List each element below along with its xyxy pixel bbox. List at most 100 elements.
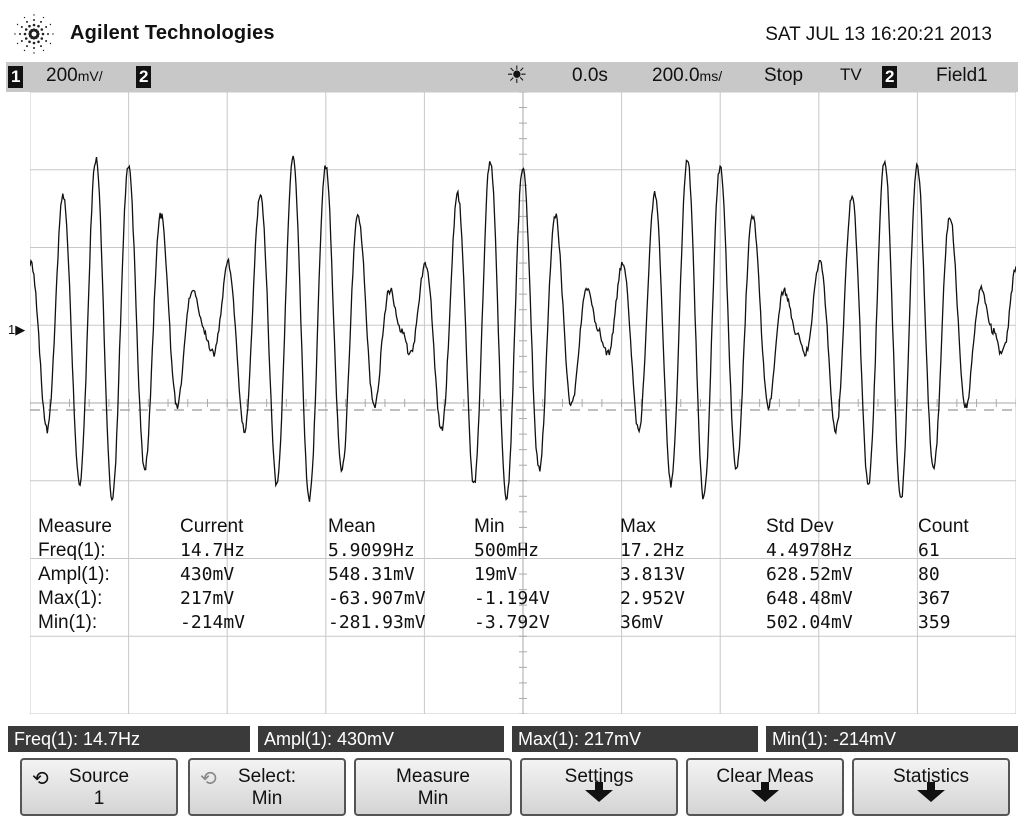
meas-header: Std Dev [766,516,834,538]
logo-dot [37,40,40,43]
softkey-measure[interactable]: Measure Min [354,758,512,816]
readout-min: Min(1): -214mV [766,726,1018,752]
scope-display: Measure Current Mean Min Max Std Dev Count Freq… [30,92,1016,714]
meas-cell: 80 [918,564,940,585]
trigger-field[interactable]: Field1 [936,65,988,87]
logo-dot [36,30,39,33]
rotate-knob-icon: ⟲ [32,768,49,790]
logo-dot [37,25,40,28]
meas-cell: 217mV [180,588,234,609]
softkey-settings[interactable]: Settings [520,758,678,816]
channel2-badge[interactable]: 2 [136,66,151,88]
submenu-arrow-icon [917,790,945,802]
time-delay[interactable]: 0.0s [572,65,608,87]
meas-header: Count [918,516,969,538]
meas-header: Max [620,516,656,538]
softkey-select[interactable]: ⟲ Select: Min [188,758,346,816]
logo-dot [47,33,49,35]
softkey-value: Min [356,788,510,810]
logo-dot [28,25,31,28]
logo-dot [40,28,43,31]
softkey-source[interactable]: ⟲ Source 1 [20,758,178,816]
readout-max: Max(1): 217mV [512,726,758,752]
logo-dot [45,40,47,42]
logo-dot [42,33,45,36]
run-state[interactable]: Stop [764,65,803,87]
meas-cell: 5.9099Hz [328,540,415,561]
channel1-badge[interactable]: 1 [8,66,23,88]
logo-dot [40,45,42,47]
logo-dot [24,17,25,18]
meas-header: Mean [328,516,376,538]
logo-dot [28,40,31,43]
meas-cell: 367 [918,588,951,609]
meas-cell: 3.813V [620,564,685,585]
meas-cell: 648.48mV [766,588,853,609]
meas-cell: 61 [918,540,940,561]
logo-dot [26,21,28,23]
meas-header: Min [474,516,505,538]
logo-dot [40,21,42,23]
date-time: SAT JUL 13 16:20:21 2013 [765,24,992,46]
submenu-arrow-icon [585,790,613,802]
readout-bar: Freq(1): 14.7Hz Ampl(1): 430mV Max(1): 2… [8,726,1018,752]
meas-cell: -3.792V [474,612,550,633]
meas-header: Current [180,516,243,538]
logo-dot [50,24,51,25]
logo-dot [33,42,36,45]
logo-dot [50,43,51,44]
meas-cell: 628.52mV [766,564,853,585]
readout-ampl: Ampl(1): 430mV [258,726,504,752]
logo-dot [33,19,35,21]
rotate-knob-icon: ⟲ [200,768,217,790]
meas-cell: 19mV [474,564,517,585]
meas-cell: 36mV [620,612,663,633]
meas-cell: 17.2Hz [620,540,685,561]
logo-dot [21,26,23,28]
logo-dot [33,52,34,53]
logo-dot [43,17,44,18]
logo-dot [33,47,35,49]
readout-freq: Freq(1): 14.7Hz [8,726,250,752]
logo-dot [26,45,28,47]
meas-cell: 2.952V [620,588,685,609]
logo-dot [19,33,21,35]
submenu-arrow-icon [751,790,779,802]
brand-name: Agilent Technologies [70,22,275,45]
softkey-value: Min [190,788,344,810]
softkey-label: Measure [356,766,510,788]
meas-cell: 430mV [180,564,234,585]
trigger-delay-icon: ☀ [506,61,528,90]
softkey-value: 1 [22,788,176,810]
meas-cell: -281.93mV [328,612,426,633]
logo-dot [21,40,23,42]
logo-dot [52,33,53,34]
logo-dot [17,43,18,44]
logo-dot [14,33,15,34]
logo-dot [43,50,44,51]
meas-row-label: Freq(1): [38,540,106,562]
trigger-source-badge[interactable]: 2 [882,66,897,88]
softkey-bar: ⟲ Source 1 ⟲ Select: Min Measure Min Settings Cle… [8,756,1018,820]
logo-dot [24,50,25,51]
meas-cell: 14.7Hz [180,540,245,561]
logo-dot [45,26,47,28]
channel1-ground-marker: 1▶ [8,322,25,338]
trigger-mode[interactable]: TV [840,65,862,85]
softkey-clear-meas[interactable]: Clear Meas [686,758,844,816]
header-bar: Agilent Technologies SAT JUL 13 16:20:21… [0,0,1024,62]
meas-row-label: Ampl(1): [38,564,110,586]
softkey-statistics[interactable]: Statistics [852,758,1010,816]
logo-dot [33,14,34,15]
meas-cell: 500mHz [474,540,539,561]
meas-header: Measure [38,516,112,538]
agilent-logo-icon [12,14,56,54]
logo-dot [33,24,36,27]
meas-row-label: Min(1): [38,612,97,634]
meas-row-label: Max(1): [38,588,102,610]
logo-dot [17,24,18,25]
meas-cell: -1.194V [474,588,550,609]
channel1-scale[interactable]: 200mV/ [46,65,103,87]
time-scale[interactable]: 200.0ms/ [652,65,722,87]
logo-dot [24,33,27,36]
